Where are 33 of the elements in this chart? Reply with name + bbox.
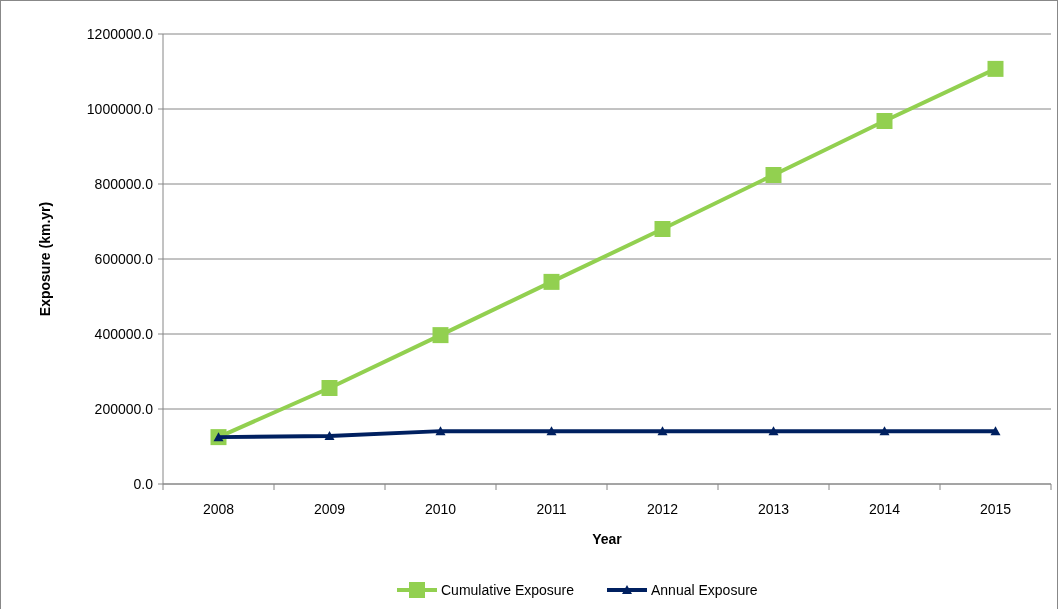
point <box>324 431 335 440</box>
point <box>987 60 1004 77</box>
x-tick-label: 2015 <box>979 501 1012 517</box>
y-tick-label: 200000.0 <box>94 400 154 417</box>
point <box>768 426 779 436</box>
legend-label: Annual Exposure <box>651 581 758 598</box>
x-tick-label: 2011 <box>536 501 567 517</box>
point <box>990 426 1001 436</box>
point <box>546 426 557 436</box>
y-tick-label: 1200000.0 <box>86 25 154 42</box>
y-tick-label: 0.0 <box>133 475 154 492</box>
y-tick-label: 600000.0 <box>94 250 154 267</box>
point <box>321 380 338 396</box>
x-tick-label: 2013 <box>757 501 790 517</box>
point <box>654 221 671 237</box>
point <box>543 273 560 290</box>
y-tick-label: 400000.0 <box>94 325 154 342</box>
point <box>432 327 449 344</box>
y-tick-label: 1000000.0 <box>86 100 154 117</box>
legend-label: Cumulative Exposure <box>441 581 575 598</box>
x-axis-title: Year <box>592 531 623 547</box>
point <box>876 113 893 129</box>
x-tick-label: 2012 <box>646 501 679 517</box>
y-axis-title: Exposure (km.yr) <box>37 201 53 317</box>
point <box>435 426 446 436</box>
point <box>879 426 890 436</box>
x-tick-label: 2010 <box>424 501 457 517</box>
point <box>657 426 668 436</box>
y-tick-label: 800000.0 <box>94 175 154 192</box>
x-tick-label: 2008 <box>202 501 235 517</box>
x-tick-label: 2014 <box>868 501 901 517</box>
x-tick-label: 2009 <box>313 501 346 517</box>
point <box>765 167 782 183</box>
